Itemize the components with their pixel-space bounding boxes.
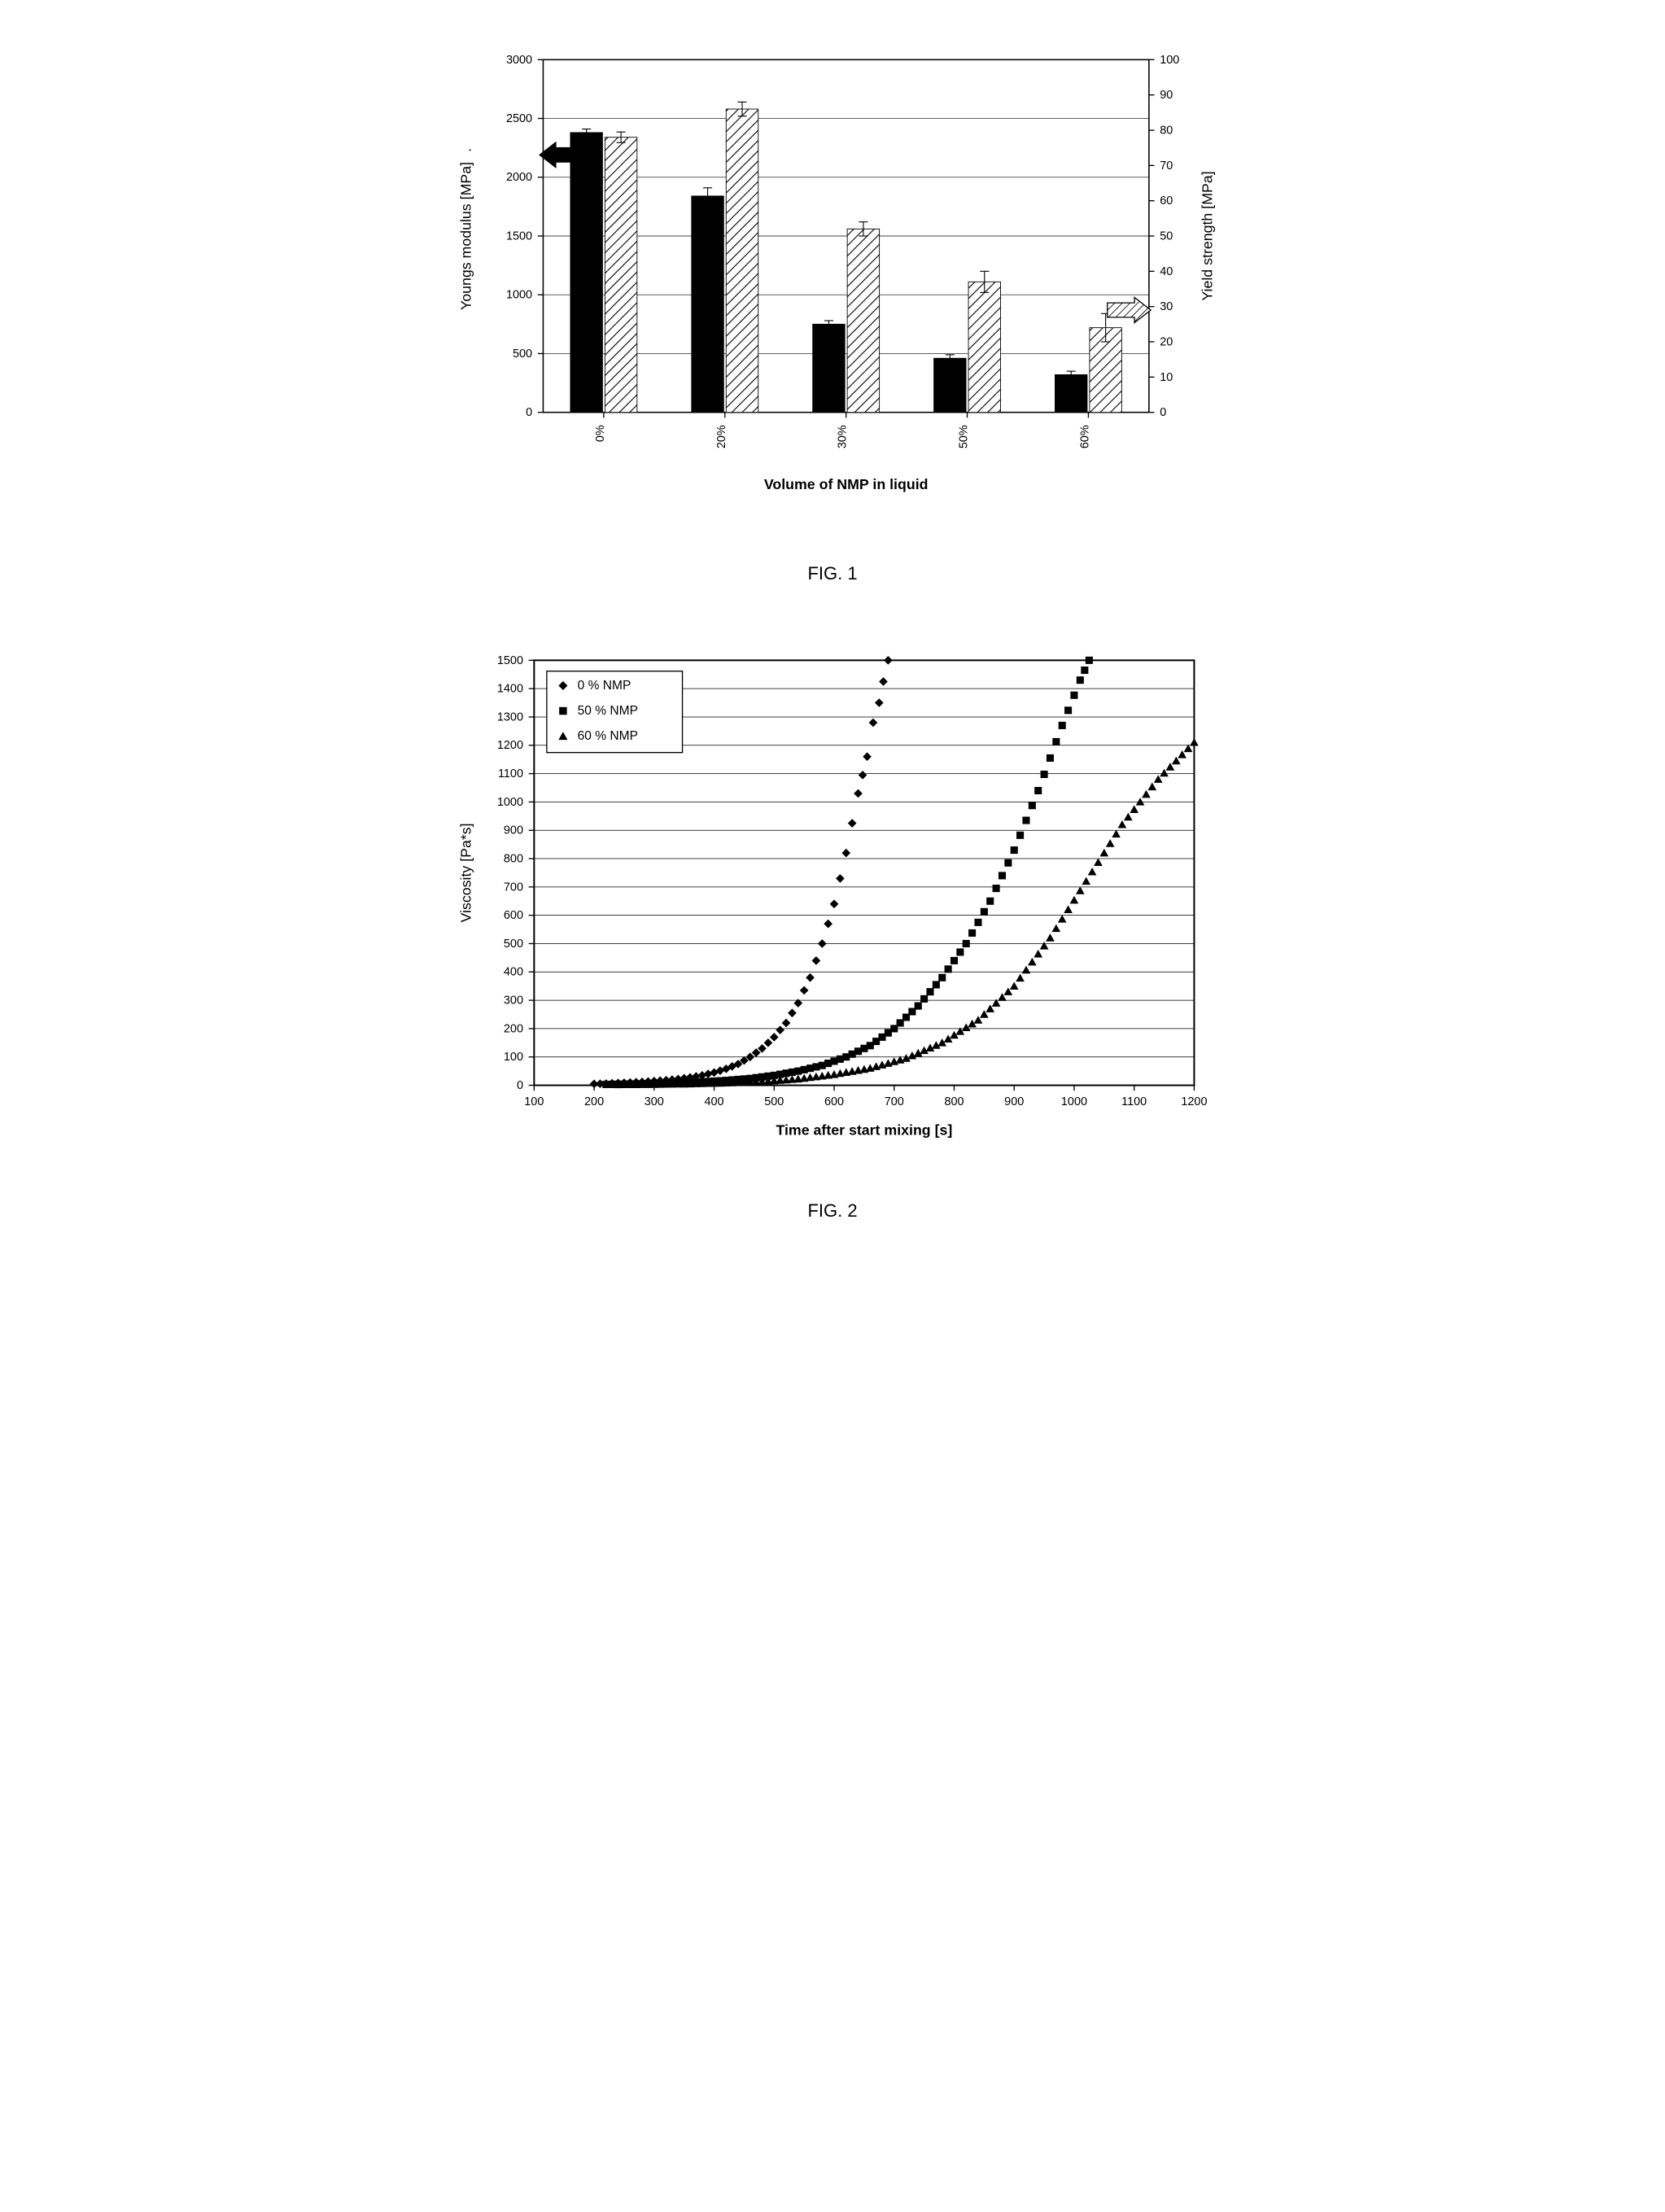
svg-text:Youngs modulus [MPa]: Youngs modulus [MPa] [458,162,474,310]
svg-text:800: 800 [504,853,523,866]
svg-text:1300: 1300 [497,711,523,724]
fig1-caption: FIG. 1 [426,563,1239,584]
svg-text:Yield strength [MPa]: Yield strength [MPa] [1200,171,1216,300]
svg-text:70: 70 [1160,160,1173,173]
bar-youngs [1055,374,1086,412]
svg-text:60%: 60% [1078,425,1091,448]
svg-text:1000: 1000 [1061,1095,1087,1108]
svg-text:20: 20 [1160,335,1173,348]
svg-text:100: 100 [524,1095,544,1108]
bar-yield [605,138,636,413]
svg-text:90: 90 [1160,89,1173,102]
svg-text:900: 900 [1004,1095,1024,1108]
figure-2: 0100200300400500600700800900100011001200… [426,633,1239,1222]
fig2-caption: FIG. 2 [426,1200,1239,1222]
bar-yield [968,282,1000,412]
svg-text:30%: 30% [837,425,850,448]
bar-youngs [934,358,966,412]
svg-text:50: 50 [1160,230,1173,243]
svg-text:700: 700 [504,881,523,894]
svg-text:200: 200 [584,1095,604,1108]
svg-text:Time after start mixing [s]: Time after start mixing [s] [776,1122,952,1139]
svg-text:60: 60 [1160,195,1173,208]
svg-text:400: 400 [704,1095,723,1108]
svg-text:1500: 1500 [497,654,523,667]
legend-label: 0 % NMP [578,679,631,693]
svg-text:0: 0 [517,1079,523,1092]
svg-text:1100: 1100 [1121,1095,1147,1108]
svg-text:700: 700 [885,1095,904,1108]
svg-text:400: 400 [504,966,523,979]
bar-yield [847,229,879,412]
svg-text:1200: 1200 [1181,1095,1207,1108]
svg-text:100: 100 [504,1051,523,1064]
svg-text:500: 500 [504,938,523,951]
fig2-chart: 0100200300400500600700800900100011001200… [426,633,1239,1176]
legend-label: 60 % NMP [578,729,638,743]
svg-text:0: 0 [526,406,532,419]
svg-text:300: 300 [504,995,523,1008]
svg-text:80: 80 [1160,124,1173,137]
svg-text:30: 30 [1160,300,1173,313]
svg-text:500: 500 [513,348,532,361]
svg-text:200: 200 [504,1023,523,1036]
svg-text:Volume of NMP in liquid: Volume of NMP in liquid [764,476,929,492]
svg-text:2000: 2000 [506,171,532,184]
svg-text:600: 600 [504,909,523,922]
page: 0500100015002000250030000102030405060708… [426,33,1239,1222]
svg-text:1500: 1500 [506,230,532,243]
svg-text:20%: 20% [715,425,728,448]
svg-text:2500: 2500 [506,112,532,125]
bar-youngs [570,133,602,413]
svg-text:1100: 1100 [498,767,523,780]
svg-text:1200: 1200 [497,739,523,752]
fig1-chart: 0 500 1000 1500 2000 2500 3000 0 10 20 30 40 50 60 70 8… [426,33,1239,539]
svg-text:600: 600 [824,1095,844,1108]
svg-text:0%: 0% [594,425,607,442]
svg-text:Viscosity [Pa*s]: Viscosity [Pa*s] [458,824,474,923]
svg-text:100: 100 [1160,54,1179,67]
svg-text:900: 900 [504,824,523,837]
svg-text:10: 10 [1160,371,1173,384]
legend-label: 50 % NMP [578,704,638,718]
bar-youngs [692,196,723,413]
svg-text:1000: 1000 [497,796,523,809]
svg-text:500: 500 [764,1095,784,1108]
svg-text:0: 0 [1160,406,1166,419]
svg-text:800: 800 [944,1095,964,1108]
svg-text:1000: 1000 [506,289,532,302]
svg-text:40: 40 [1160,265,1173,278]
svg-text:300: 300 [645,1095,664,1108]
svg-text:3000: 3000 [506,54,532,67]
svg-text:50%: 50% [958,425,971,448]
bar-yield [726,109,758,413]
svg-text:.: . [458,148,474,152]
svg-text:1400: 1400 [497,683,523,696]
figure-1: 0 500 1000 1500 2000 2500 3000 0 10 20 30 40 50 60 70 8… [426,33,1239,584]
right-axis-arrow-icon [1108,297,1151,322]
bar-youngs [813,324,845,412]
